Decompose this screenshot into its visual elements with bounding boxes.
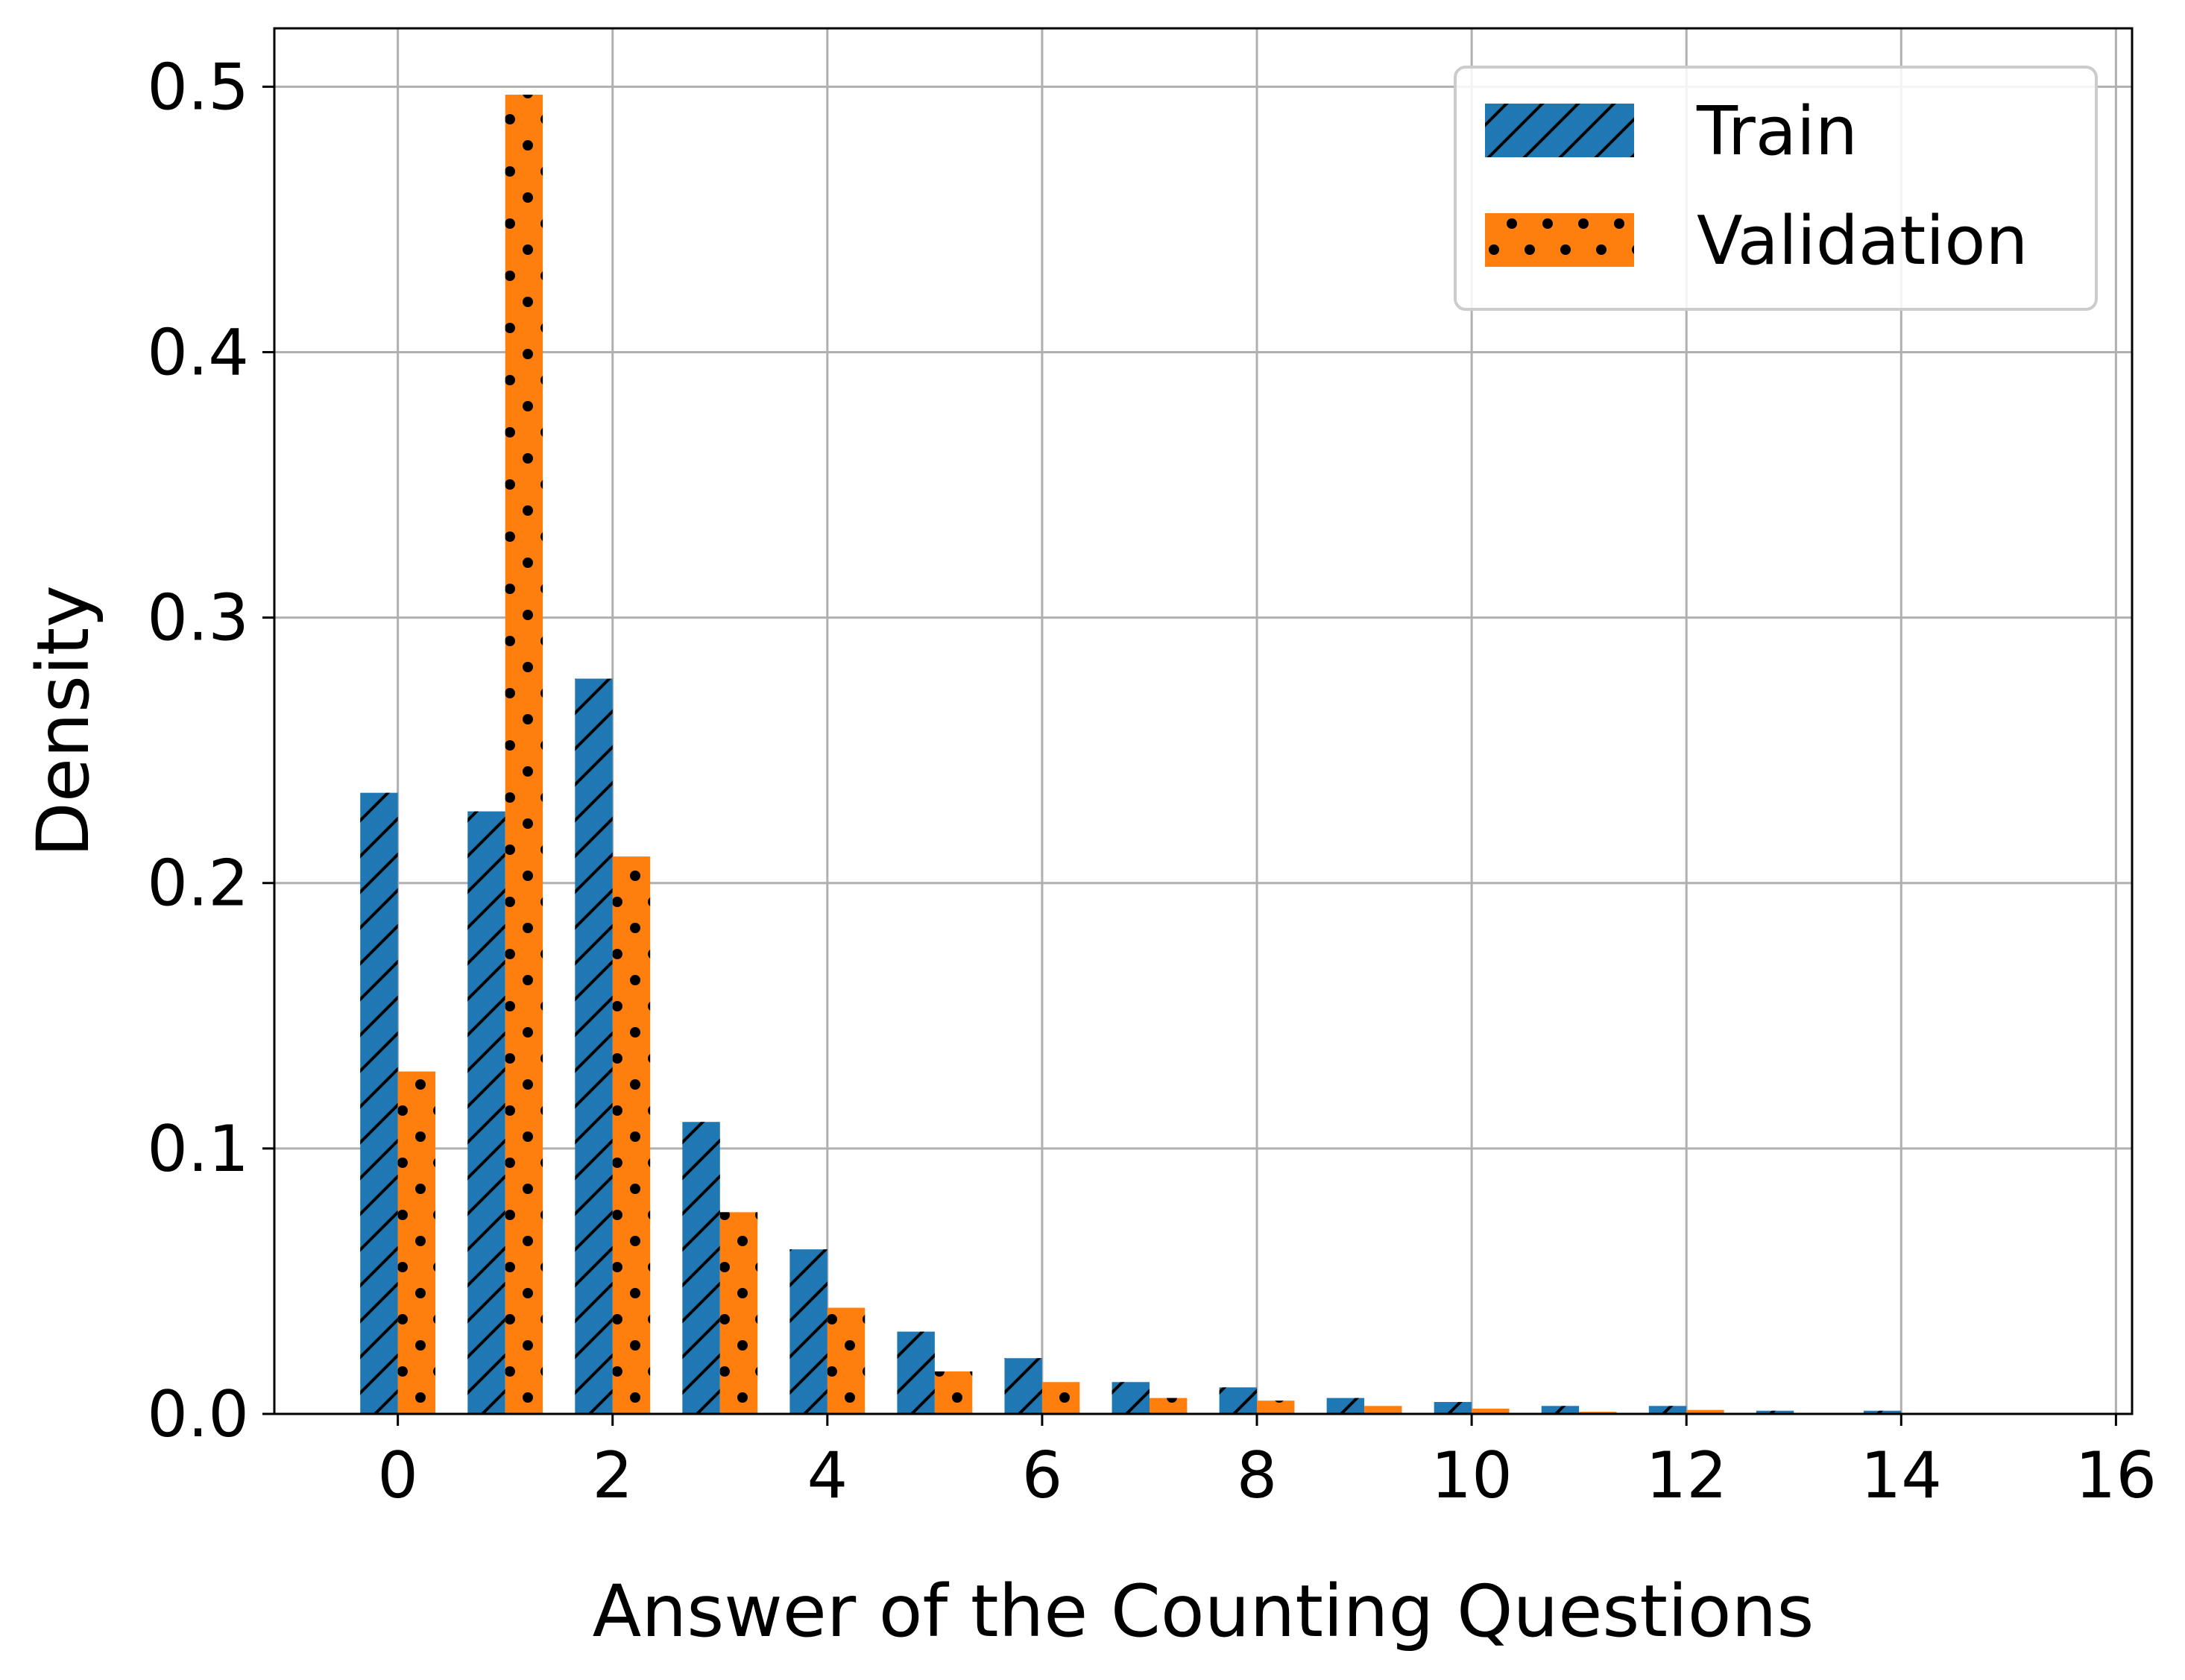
legend-swatch-validation-hatch (1485, 213, 1634, 267)
x-tick-label: 10 (1431, 1439, 1512, 1513)
y-axis-label: Density (22, 585, 105, 857)
legend-swatch-train-hatch (1485, 104, 1634, 157)
bar-hatch-validation-8 (1257, 1400, 1295, 1414)
bar-hatch-train-3 (682, 1122, 720, 1414)
bar-hatch-train-9 (1326, 1398, 1365, 1414)
bar-hatch-validation-5 (934, 1371, 973, 1414)
bar-hatch-train-13 (1756, 1410, 1794, 1414)
bar-hatch-validation-4 (827, 1307, 866, 1414)
bar-hatch-train-8 (1219, 1387, 1258, 1414)
bar-hatch-train-6 (1004, 1358, 1042, 1414)
bar-hatch-train-1 (467, 811, 505, 1414)
bar-hatch-validation-12 (1686, 1409, 1724, 1414)
bar-hatch-train-11 (1541, 1406, 1580, 1414)
bar-hatch-train-2 (575, 678, 613, 1414)
legend-label-validation: Validation (1697, 202, 2028, 280)
x-tick-label: 6 (1022, 1439, 1063, 1513)
x-tick-label: 14 (1861, 1439, 1942, 1513)
legend-label-train: Train (1696, 92, 1858, 171)
plot-frame (273, 27, 2134, 1415)
y-tick-label: 0.2 (147, 847, 249, 921)
bar-hatch-train-0 (360, 792, 398, 1414)
y-tick-label: 0.3 (147, 581, 249, 656)
y-tick-label: 0.4 (147, 315, 249, 390)
x-tick-label: 2 (592, 1439, 633, 1513)
bars (360, 95, 2046, 1414)
x-tick-label: 0 (377, 1439, 418, 1513)
x-tick-label: 12 (1645, 1439, 1727, 1513)
x-axis-label: Answer of the Counting Questions (593, 1570, 1814, 1653)
bar-hatch-validation-7 (1149, 1398, 1188, 1414)
x-tick-label: 16 (2075, 1439, 2157, 1513)
bar-hatch-validation-9 (1364, 1406, 1402, 1414)
bar-hatch-validation-1 (505, 95, 543, 1414)
bar-hatch-validation-2 (612, 856, 651, 1414)
bar-hatch-train-14 (1863, 1410, 1902, 1414)
x-tick-label: 8 (1237, 1439, 1278, 1513)
bar-hatch-train-10 (1434, 1401, 1472, 1414)
axis-ticks: 0 2 4 6 8 10 12 14 16 0.0 0.1 0.2 0.3 0.4 0.5 (147, 50, 2157, 1513)
y-tick-label: 0.0 (147, 1377, 249, 1452)
legend: Train Validation (1454, 66, 2098, 311)
bar-hatch-train-5 (897, 1331, 935, 1414)
bar-hatch-validation-6 (1041, 1382, 1080, 1414)
bar-hatch-train-4 (789, 1249, 827, 1414)
bar-hatch-train-7 (1112, 1382, 1150, 1414)
bar-hatch-validation-3 (719, 1212, 758, 1414)
y-tick-label: 0.5 (147, 50, 249, 124)
bar-hatch-validation-10 (1472, 1408, 1510, 1414)
x-tick-label: 4 (807, 1439, 848, 1513)
bar-hatch-validation-0 (397, 1071, 436, 1414)
bar-hatch-train-12 (1648, 1406, 1687, 1414)
y-tick-label: 0.1 (147, 1112, 249, 1187)
